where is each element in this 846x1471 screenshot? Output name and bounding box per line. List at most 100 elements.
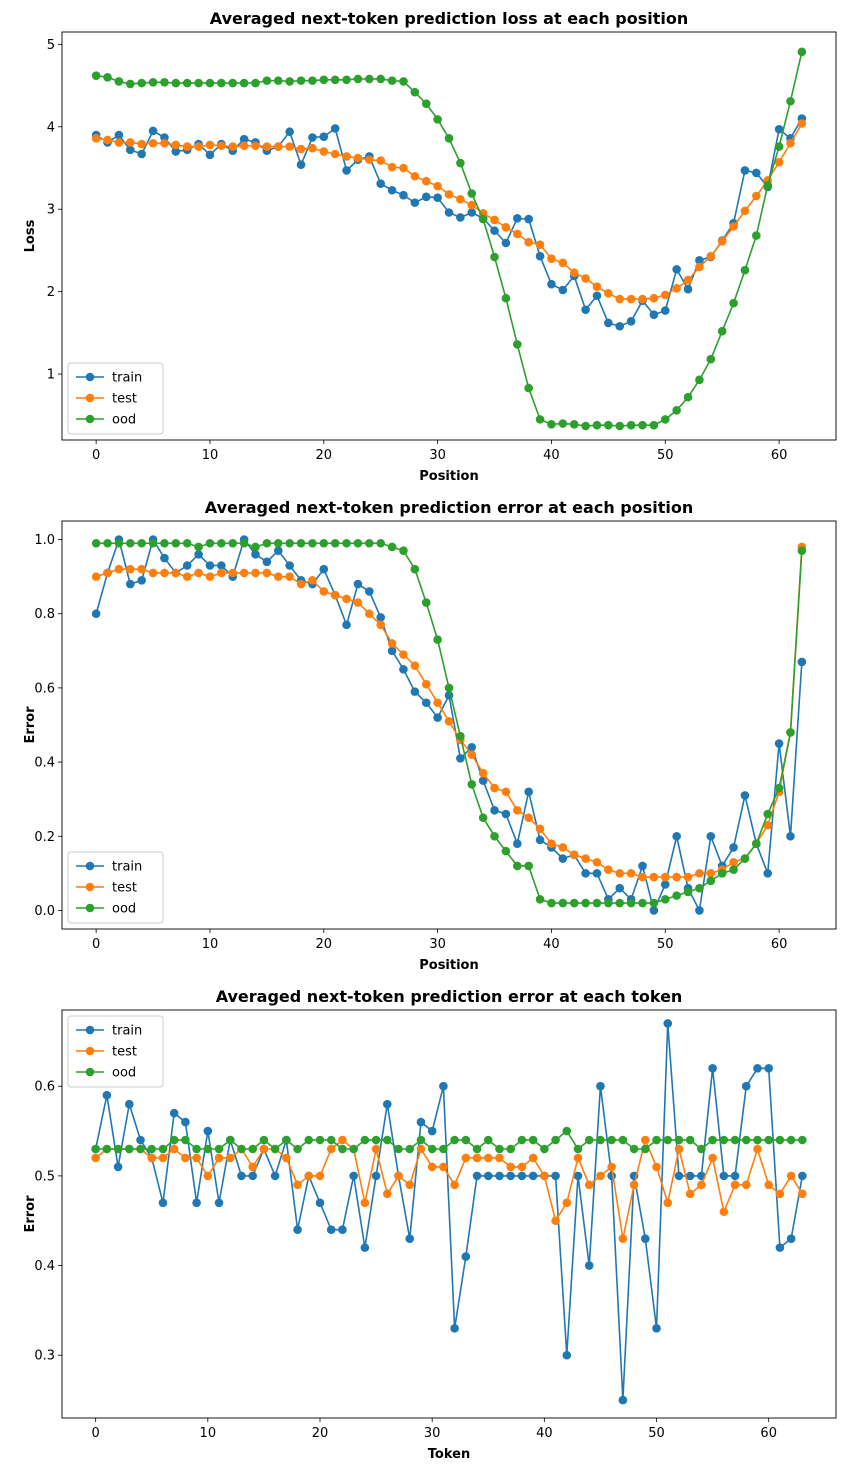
data-point-test [342,594,351,604]
data-point-test [203,1171,213,1181]
data-point-ood [641,1144,650,1154]
data-point-ood [239,78,249,88]
data-point-ood [125,538,135,548]
data-point-ood [535,895,545,904]
data-point-test [181,1153,190,1163]
data-point-test [528,1153,538,1163]
data-point-ood [663,1135,673,1145]
data-point-train [626,317,636,326]
data-point-ood [148,538,158,548]
y-tick-label: 4 [47,120,55,135]
data-point-test [450,1180,459,1190]
x-tick-label: 60 [771,448,788,463]
data-point-train [192,1198,201,1208]
data-point-ood [338,1144,347,1154]
data-point-train [399,190,408,200]
data-point-test [649,872,659,882]
data-point-ood [558,419,568,428]
data-point-train [416,1117,426,1127]
data-point-train [160,553,169,563]
legend-marker-test [85,1046,95,1056]
data-point-ood [410,87,420,97]
data-point-ood [483,1135,493,1145]
data-point-test [729,222,738,231]
data-point-train [158,1198,168,1208]
data-point-test [649,293,659,303]
data-point-test [596,1171,605,1181]
data-point-test [592,857,602,867]
legend-marker-test [85,882,95,892]
data-point-test [353,153,363,163]
y-axis-label: Loss [23,219,38,252]
data-point-train [399,665,408,674]
series-line-ood [95,1129,803,1151]
x-tick-label: 40 [543,448,560,463]
data-point-train [349,1171,358,1181]
data-point-train [376,179,386,188]
data-point-ood [547,420,556,429]
data-point-ood [763,181,773,190]
data-point-ood [383,1135,392,1145]
data-point-ood [158,1144,168,1154]
data-point-train [752,168,761,178]
data-point-test [569,850,579,860]
data-point-ood [660,895,670,904]
data-point-train [342,166,351,175]
x-tick-label: 10 [200,1426,217,1441]
data-point-ood [387,542,397,552]
data-point-test [490,783,499,793]
legend-marker-test [85,393,95,403]
y-tick-label: 0.4 [34,756,55,771]
data-point-ood [205,78,215,88]
data-point-train [270,1171,280,1181]
data-point-test [740,206,750,216]
x-tick-label: 60 [760,1426,777,1441]
data-point-ood [237,1144,246,1154]
data-point-test [228,568,238,578]
data-point-ood [798,1135,807,1145]
legend-label-train: train [112,1024,142,1039]
data-point-train [674,1171,684,1181]
data-point-test [421,176,431,186]
data-point-test [239,141,249,151]
data-point-ood [103,538,112,548]
data-point-ood [672,406,681,415]
data-point-train [405,1234,415,1243]
data-point-ood [296,76,306,85]
data-point-test [405,1180,415,1190]
data-point-test [91,572,101,581]
data-point-ood [660,415,670,424]
data-point-test [581,854,590,863]
data-point-test [262,568,272,578]
data-point-test [326,1144,336,1154]
data-point-ood [439,1144,448,1154]
data-point-ood [695,375,704,385]
data-point-train [604,318,613,328]
data-point-test [273,142,283,151]
data-point-train [410,687,420,696]
data-point-test [764,1180,773,1190]
data-point-train [512,213,522,223]
data-point-test [685,1189,695,1199]
data-point-ood [421,598,431,607]
data-point-ood [285,77,294,86]
data-point-train [719,1171,729,1181]
data-point-test [137,564,146,574]
data-point-train [685,1171,695,1181]
data-point-train [506,1171,515,1181]
legend-label-train: train [112,860,142,875]
data-point-ood [615,421,625,431]
data-point-train [360,1243,370,1252]
data-point-test [192,1153,201,1163]
data-point-ood [125,1144,134,1154]
data-point-test [501,223,511,232]
data-point-train [293,1225,302,1234]
data-point-ood [137,538,146,548]
data-point-train [387,646,397,656]
data-point-test [262,142,272,151]
x-tick-label: 20 [316,448,333,463]
data-point-test [103,568,112,578]
data-point-test [308,576,317,585]
data-point-ood [558,898,568,908]
data-point-ood [360,1135,370,1145]
